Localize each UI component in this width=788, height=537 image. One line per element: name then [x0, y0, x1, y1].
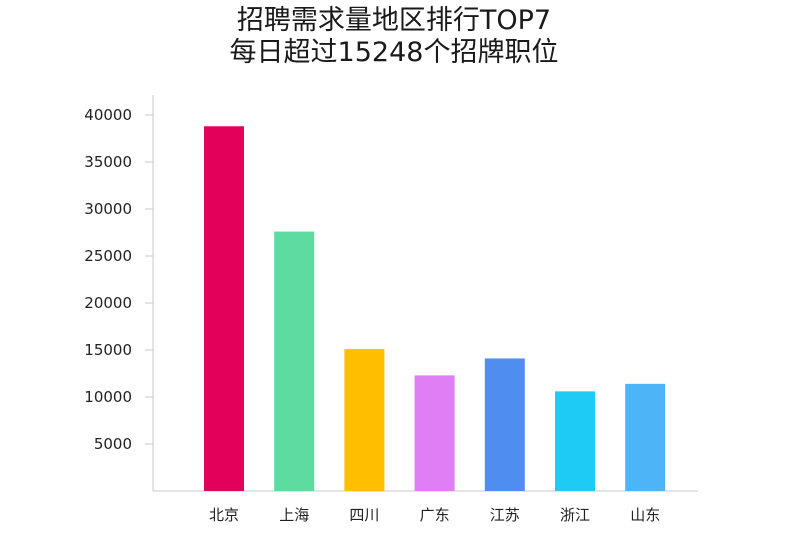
x-category-label: 四川 — [349, 506, 379, 524]
x-category-label: 北京 — [209, 506, 239, 524]
bar-6 — [625, 383, 666, 491]
y-tick-label: 25000 — [84, 247, 132, 265]
bar-3 — [414, 375, 455, 491]
bar-4 — [484, 358, 525, 491]
chart-title: 招聘需求量地区排行TOP7 — [236, 5, 552, 36]
y-tick-label: 20000 — [84, 294, 132, 312]
chart-subtitle: 每日超过15248个招牌职位 — [229, 37, 559, 68]
y-tick-label: 30000 — [84, 200, 132, 218]
x-category-label: 山东 — [630, 506, 660, 524]
bar-0 — [204, 126, 244, 491]
x-category-label: 浙江 — [560, 506, 590, 524]
y-tick-label: 5000 — [94, 435, 132, 453]
x-category-label: 广东 — [420, 506, 450, 524]
y-tick-label: 40000 — [84, 106, 132, 124]
x-category-label: 江苏 — [490, 506, 520, 524]
bar-1 — [274, 231, 315, 491]
x-category-label: 上海 — [279, 506, 309, 524]
bar-2 — [344, 349, 385, 491]
y-tick-label: 15000 — [84, 341, 132, 359]
y-tick-label: 10000 — [84, 388, 132, 406]
y-tick-label: 35000 — [84, 153, 132, 171]
bar-5 — [555, 391, 595, 491]
